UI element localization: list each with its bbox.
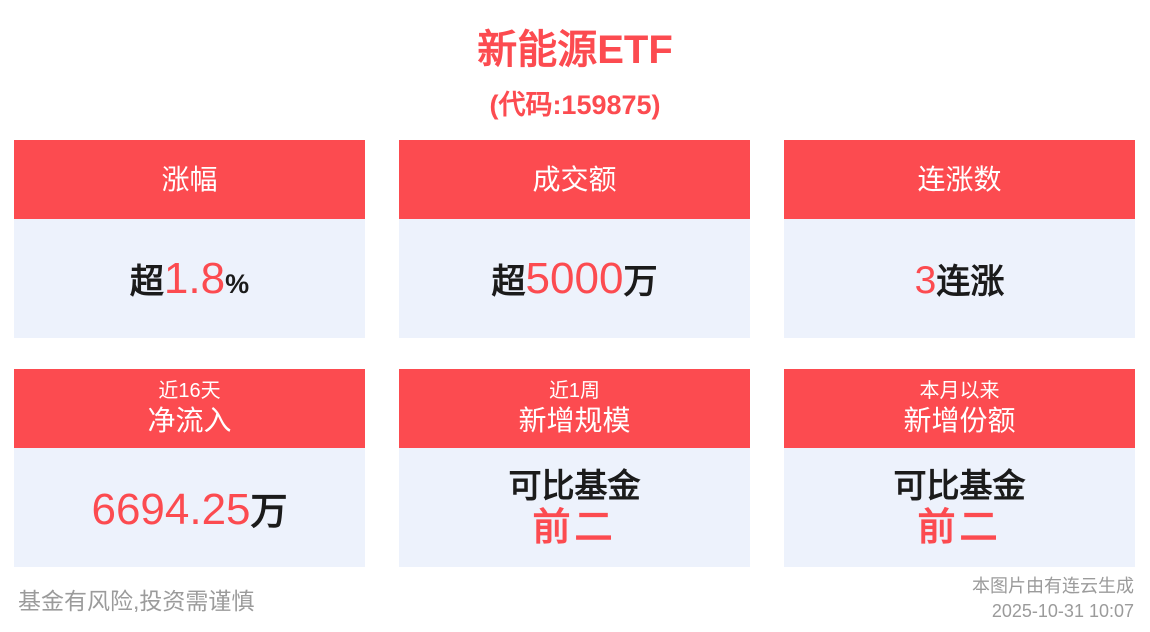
card-price-change-body: 超1.8% <box>14 219 365 338</box>
card-value: 3连涨 <box>915 254 1005 303</box>
generator-source: 本图片由有连云生成 <box>972 576 1134 596</box>
card-header-period: 近16天 <box>158 380 221 402</box>
card-new-shares-header: 本月以来 新增份额 <box>784 369 1135 448</box>
value-suffix: 万 <box>250 490 288 532</box>
card-net-inflow-body: 6694.25万 <box>14 448 365 567</box>
card-consecutive-gains: 连涨数 3连涨 <box>784 140 1135 338</box>
value-suffix: % <box>225 268 250 299</box>
card-header-period: 近1周 <box>548 380 601 402</box>
value-line1: 可比基金 <box>508 466 641 504</box>
card-header-label: 成交额 <box>532 163 617 195</box>
card-header-period: 本月以来 <box>919 380 1000 402</box>
page-subtitle: (代码:159875) <box>489 90 661 120</box>
footer: 基金有风险,投资需谨慎 本图片由有连云生成 2025-10-31 10:07 <box>18 574 1134 624</box>
value-highlight: 6694.25 <box>91 484 251 534</box>
card-new-scale-body: 可比基金 前二 <box>399 448 750 567</box>
card-new-shares-body: 可比基金 前二 <box>784 448 1135 567</box>
card-consecutive-gains-body: 3连涨 <box>784 219 1135 338</box>
value-prefix: 超 <box>491 262 526 301</box>
page-title: 新能源ETF <box>477 28 673 72</box>
card-header-label: 新增份额 <box>903 405 1016 436</box>
stats-grid: 涨幅 超1.8% 成交额 超5000万 连涨数 3连涨 <box>14 140 1135 567</box>
value-highlight: 1.8 <box>163 253 226 303</box>
value-suffix: 万 <box>623 262 658 301</box>
card-turnover-header: 成交额 <box>399 140 750 219</box>
card-value: 6694.25万 <box>91 481 287 535</box>
card-value: 超5000万 <box>492 254 658 304</box>
card-net-inflow-header: 近16天 净流入 <box>14 369 365 448</box>
card-net-inflow: 近16天 净流入 6694.25万 <box>14 369 365 567</box>
card-header-label: 新增规模 <box>518 405 631 436</box>
card-new-scale: 近1周 新增规模 可比基金 前二 <box>399 369 750 567</box>
value-line2: 前二 <box>917 506 1002 549</box>
card-price-change-header: 涨幅 <box>14 140 365 219</box>
card-price-change: 涨幅 超1.8% <box>14 140 365 338</box>
card-turnover-body: 超5000万 <box>399 219 750 338</box>
card-consecutive-gains-header: 连涨数 <box>784 140 1135 219</box>
card-header-label: 涨幅 <box>161 163 218 195</box>
generator-credit: 本图片由有连云生成 2025-10-31 10:07 <box>972 574 1134 624</box>
value-highlight: 3 <box>914 259 937 302</box>
card-header-label: 净流入 <box>147 405 232 436</box>
generated-timestamp: 2025-10-31 10:07 <box>991 601 1134 621</box>
card-header-label: 连涨数 <box>917 163 1002 195</box>
card-new-scale-header: 近1周 新增规模 <box>399 369 750 448</box>
card-new-shares: 本月以来 新增份额 可比基金 前二 <box>784 369 1135 567</box>
card-turnover: 成交额 超5000万 <box>399 140 750 338</box>
value-highlight: 5000 <box>525 253 624 303</box>
card-value: 超1.8% <box>130 254 249 304</box>
value-line1: 可比基金 <box>893 466 1026 504</box>
risk-disclaimer: 基金有风险,投资需谨慎 <box>18 588 255 614</box>
value-prefix: 超 <box>129 262 164 301</box>
value-suffix: 连涨 <box>936 263 1005 301</box>
value-line2: 前二 <box>532 506 617 549</box>
